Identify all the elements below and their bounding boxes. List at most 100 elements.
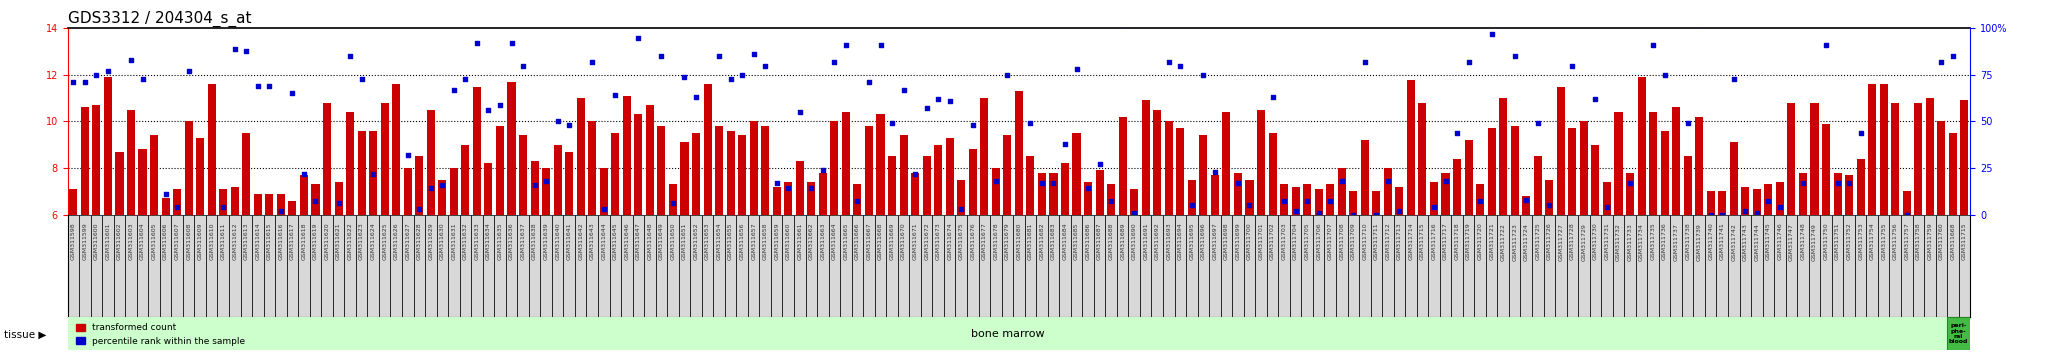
Text: GSM311601: GSM311601 xyxy=(104,223,111,260)
Text: GSM311662: GSM311662 xyxy=(809,223,813,260)
Text: GSM311698: GSM311698 xyxy=(1225,223,1229,260)
Bar xyxy=(68,215,80,317)
Point xyxy=(956,122,989,128)
Text: GSM311714: GSM311714 xyxy=(1409,223,1413,261)
Text: GSM311684: GSM311684 xyxy=(1063,223,1067,260)
Point xyxy=(184,0,217,1)
Bar xyxy=(483,215,494,317)
Text: GSM311640: GSM311640 xyxy=(555,223,561,260)
Text: GSM311719: GSM311719 xyxy=(1466,223,1470,261)
Bar xyxy=(909,215,922,317)
Text: GSM311651: GSM311651 xyxy=(682,223,686,260)
Bar xyxy=(451,168,459,215)
Point xyxy=(483,102,516,108)
Bar xyxy=(1384,168,1393,215)
Bar xyxy=(299,215,309,317)
Bar xyxy=(967,215,979,317)
Bar xyxy=(1487,215,1497,317)
Bar xyxy=(1960,101,1968,215)
Bar xyxy=(506,215,518,317)
Text: GSM311655: GSM311655 xyxy=(729,223,733,260)
Text: GSM311642: GSM311642 xyxy=(578,223,584,261)
Point xyxy=(426,182,459,188)
Text: GSM311667: GSM311667 xyxy=(866,223,872,260)
Bar xyxy=(563,215,575,317)
Bar xyxy=(125,215,137,317)
Bar xyxy=(1647,215,1659,317)
Text: GSM311738: GSM311738 xyxy=(1686,223,1690,261)
Bar xyxy=(1118,117,1126,215)
Point xyxy=(1532,202,1565,208)
Bar xyxy=(1579,121,1587,215)
Bar xyxy=(137,215,147,317)
Bar xyxy=(1303,184,1311,215)
Bar xyxy=(1612,215,1624,317)
Bar xyxy=(1614,112,1622,215)
Text: GSM311664: GSM311664 xyxy=(831,223,838,260)
Bar xyxy=(635,114,643,215)
Bar xyxy=(1569,129,1577,215)
Bar xyxy=(932,215,944,317)
Point xyxy=(979,178,1012,184)
Text: GSM311710: GSM311710 xyxy=(1362,223,1368,260)
Bar xyxy=(1081,215,1094,317)
Text: GSM311616: GSM311616 xyxy=(279,223,283,260)
Point xyxy=(1925,59,1958,65)
Text: GSM311735: GSM311735 xyxy=(1651,223,1655,261)
Text: GSM311603: GSM311603 xyxy=(129,223,133,260)
Bar xyxy=(1890,215,1901,317)
Point xyxy=(1096,199,1128,204)
Bar xyxy=(610,215,621,317)
Text: GSM311731: GSM311731 xyxy=(1604,223,1610,261)
Bar xyxy=(862,215,874,317)
Text: GSM311611: GSM311611 xyxy=(221,223,225,260)
Bar xyxy=(897,215,909,317)
Text: GSM311659: GSM311659 xyxy=(774,223,778,260)
Point xyxy=(518,182,551,188)
Point xyxy=(1071,185,1104,191)
Bar xyxy=(979,215,989,317)
Point xyxy=(1786,180,1819,186)
Point xyxy=(1591,204,1624,210)
Bar xyxy=(1335,215,1348,317)
Bar xyxy=(266,194,274,215)
Bar xyxy=(1430,182,1438,215)
Text: GSM311703: GSM311703 xyxy=(1282,223,1286,261)
Text: GSM311641: GSM311641 xyxy=(567,223,571,260)
Text: GSM311685: GSM311685 xyxy=(1073,223,1079,260)
Bar xyxy=(817,215,829,317)
Point xyxy=(817,59,850,65)
Bar xyxy=(1198,215,1208,317)
Text: GSM311668: GSM311668 xyxy=(879,223,883,260)
Point xyxy=(1751,199,1784,204)
Bar xyxy=(1208,215,1221,317)
Bar xyxy=(1049,215,1059,317)
Text: GSM311630: GSM311630 xyxy=(440,223,444,260)
Bar xyxy=(334,182,342,215)
Text: GSM311748: GSM311748 xyxy=(1800,223,1806,261)
Bar xyxy=(1393,215,1405,317)
Point xyxy=(461,40,494,46)
Bar xyxy=(496,126,504,215)
Text: GSM311742: GSM311742 xyxy=(1731,223,1737,261)
Bar xyxy=(1094,215,1106,317)
Text: GSM311686: GSM311686 xyxy=(1085,223,1092,260)
Point xyxy=(1509,197,1542,202)
Text: GSM311690: GSM311690 xyxy=(1133,223,1137,260)
Bar xyxy=(264,215,274,317)
Text: GSM311634: GSM311634 xyxy=(485,223,492,261)
Bar xyxy=(1257,110,1266,215)
Bar xyxy=(1290,215,1300,317)
Bar xyxy=(1497,215,1509,317)
Bar xyxy=(1868,84,1876,215)
Bar xyxy=(356,215,367,317)
Point xyxy=(264,208,297,213)
Point xyxy=(1255,95,1288,100)
Bar xyxy=(1843,215,1855,317)
Bar xyxy=(1948,317,1970,350)
Text: GSM311621: GSM311621 xyxy=(336,223,342,260)
Point xyxy=(922,96,954,102)
Text: GSM311676: GSM311676 xyxy=(971,223,975,260)
Point xyxy=(588,206,621,212)
Text: GSM311693: GSM311693 xyxy=(1165,223,1171,261)
